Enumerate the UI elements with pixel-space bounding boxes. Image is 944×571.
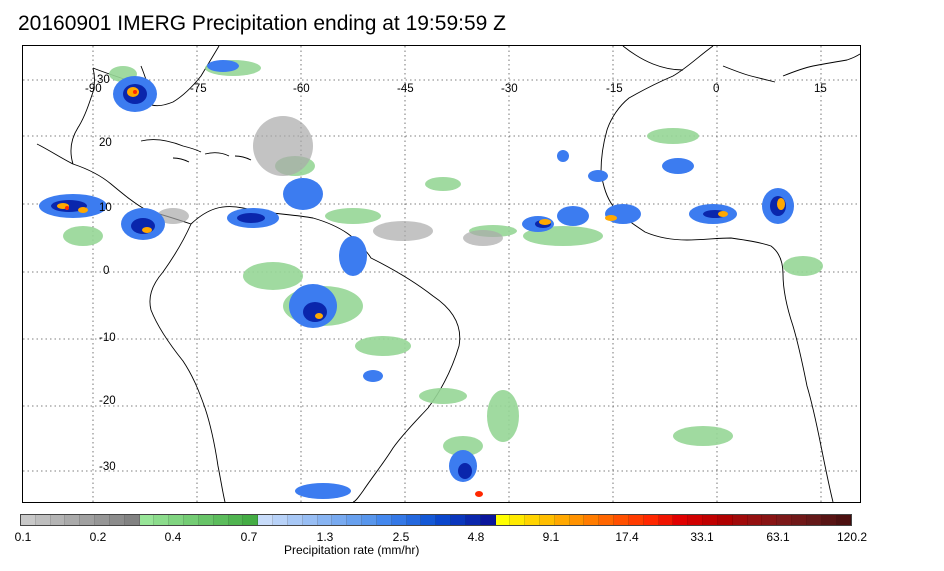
colorbar-tick-label: 0.2 bbox=[89, 530, 107, 544]
colorbar-cell bbox=[258, 515, 274, 525]
lon-label: -15 bbox=[606, 83, 623, 95]
colorbar-cell bbox=[792, 515, 807, 525]
colorbar-cell bbox=[451, 515, 466, 525]
colorbar-tick-label: 120.2 bbox=[836, 530, 868, 544]
lat-label: 0 bbox=[103, 265, 109, 277]
colorbar-cell bbox=[198, 515, 214, 525]
colorbar-cell bbox=[480, 515, 496, 525]
colorbar-cell bbox=[50, 515, 66, 525]
colorbar-cell bbox=[421, 515, 437, 525]
colorbar-cell bbox=[406, 515, 422, 525]
colorbar-cell bbox=[228, 515, 244, 525]
lat-label: -10 bbox=[99, 332, 116, 344]
precipitation-field bbox=[39, 60, 823, 499]
lon-label: -30 bbox=[501, 83, 518, 95]
colorbar-cell bbox=[747, 515, 763, 525]
colorbar-cell bbox=[673, 515, 689, 525]
lat-label: -30 bbox=[99, 461, 116, 473]
colorbar-tick-label: 0.1 bbox=[14, 530, 32, 544]
colorbar bbox=[20, 514, 852, 526]
colorbar-cell bbox=[317, 515, 333, 525]
colorbar-cell bbox=[109, 515, 125, 525]
colorbar-cell bbox=[806, 515, 822, 525]
colorbar-cell bbox=[717, 515, 733, 525]
colorbar-tick-label: 33.1 bbox=[690, 530, 714, 544]
colorbar-cell bbox=[154, 515, 170, 525]
colorbar-cell bbox=[821, 515, 837, 525]
lat-label: 10 bbox=[99, 202, 112, 214]
colorbar-tick-label: 4.8 bbox=[467, 530, 485, 544]
colorbar-cell bbox=[124, 515, 140, 525]
graticule bbox=[23, 46, 860, 502]
lat-label: 30 bbox=[97, 74, 110, 86]
colorbar-cell bbox=[628, 515, 644, 525]
colorbar-cell bbox=[80, 515, 96, 525]
colorbar-cell bbox=[95, 515, 110, 525]
lon-label: 0 bbox=[713, 83, 719, 95]
colorbar-cell bbox=[836, 515, 852, 525]
colorbar-cell bbox=[732, 515, 748, 525]
colorbar-cell bbox=[510, 515, 526, 525]
colorbar-cell bbox=[169, 515, 185, 525]
colorbar-cell bbox=[273, 515, 288, 525]
colorbar-cell bbox=[703, 515, 718, 525]
colorbar-cell bbox=[213, 515, 229, 525]
precipitation-map: -90 -75 -60 -45 -30 -15 0 15 30 20 10 0 … bbox=[22, 45, 861, 503]
colorbar-cell bbox=[614, 515, 629, 525]
colorbar-cell bbox=[436, 515, 452, 525]
colorbar-cell bbox=[332, 515, 348, 525]
lon-label: -45 bbox=[397, 83, 414, 95]
map-canvas: -90 -75 -60 -45 -30 -15 0 15 30 20 10 0 … bbox=[23, 46, 860, 502]
colorbar-cell bbox=[287, 515, 303, 525]
colorbar-cell bbox=[658, 515, 674, 525]
colorbar-cell bbox=[465, 515, 481, 525]
colorbar-tick-label: 17.4 bbox=[615, 530, 639, 544]
colorbar-cell bbox=[525, 515, 540, 525]
colorbar-cell bbox=[569, 515, 585, 525]
colorbar-cell bbox=[762, 515, 778, 525]
colorbar-cell bbox=[376, 515, 392, 525]
colorbar-cell bbox=[495, 515, 511, 525]
colorbar-cell bbox=[362, 515, 377, 525]
page-title: 20160901 IMERG Precipitation ending at 1… bbox=[18, 12, 506, 35]
colorbar-tick-label: 9.1 bbox=[542, 530, 560, 544]
colorbar-cell bbox=[243, 515, 259, 525]
colorbar-cell bbox=[584, 515, 600, 525]
coastlines bbox=[36, 46, 860, 502]
colorbar-cell bbox=[21, 515, 36, 525]
colorbar-cell bbox=[302, 515, 318, 525]
colorbar-cell bbox=[184, 515, 199, 525]
colorbar-label: Precipitation rate (mm/hr) bbox=[284, 543, 420, 557]
colorbar-cell bbox=[35, 515, 51, 525]
colorbar-cell bbox=[65, 515, 81, 525]
lon-label: 15 bbox=[814, 83, 827, 95]
colorbar-cell bbox=[139, 515, 155, 525]
colorbar-tick-label: 0.4 bbox=[164, 530, 182, 544]
lon-label: -90 bbox=[85, 83, 102, 95]
colorbar-cell bbox=[539, 515, 555, 525]
lat-label: -20 bbox=[99, 395, 116, 407]
colorbar-tick-label: 1.3 bbox=[316, 530, 334, 544]
colorbar-tick-label: 0.7 bbox=[240, 530, 258, 544]
colorbar-tick-label: 2.5 bbox=[392, 530, 410, 544]
lat-label: 20 bbox=[99, 137, 112, 149]
colorbar-cell bbox=[599, 515, 615, 525]
lon-label: -60 bbox=[293, 83, 310, 95]
colorbar-cell bbox=[688, 515, 704, 525]
colorbar-cell bbox=[347, 515, 363, 525]
colorbar-cell bbox=[554, 515, 570, 525]
grid-labels: -90 -75 -60 -45 -30 -15 0 15 30 20 10 0 … bbox=[85, 74, 827, 473]
lon-label: -75 bbox=[190, 83, 207, 95]
colorbar-cell bbox=[777, 515, 793, 525]
colorbar-cell bbox=[391, 515, 407, 525]
colorbar-tick-label: 63.1 bbox=[766, 530, 790, 544]
colorbar-cell bbox=[643, 515, 659, 525]
